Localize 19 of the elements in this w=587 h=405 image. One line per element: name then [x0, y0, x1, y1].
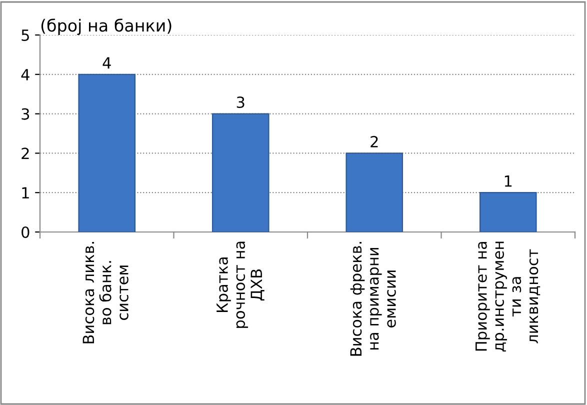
bar [78, 74, 136, 232]
data-label: 4 [102, 57, 111, 68]
y-tick-label: 3 [22, 108, 30, 120]
x-tick-label: Кратка рочност на ДХВ [216, 242, 264, 328]
y-tick-label: 4 [21, 69, 30, 80]
y-axis-title: (број на банки) [41, 18, 172, 35]
y-tick-label: 0 [22, 226, 30, 238]
bar [479, 192, 537, 232]
data-label: 3 [236, 96, 244, 108]
bar [212, 113, 270, 232]
data-label: 2 [370, 136, 378, 148]
data-label: 1 [504, 176, 512, 187]
y-tick-label: 1 [22, 187, 29, 198]
y-tick-label: 2 [22, 148, 29, 160]
bar [346, 152, 404, 232]
x-tick-label: Висока фрекв. на примарни емисии [350, 242, 396, 356]
y-tick-label: 5 [22, 30, 29, 42]
x-tick-label: Приоритет на др.инструмен ти за ликвидност [476, 242, 540, 352]
x-tick-label: Висока ликв. во банк. систем [82, 242, 128, 344]
